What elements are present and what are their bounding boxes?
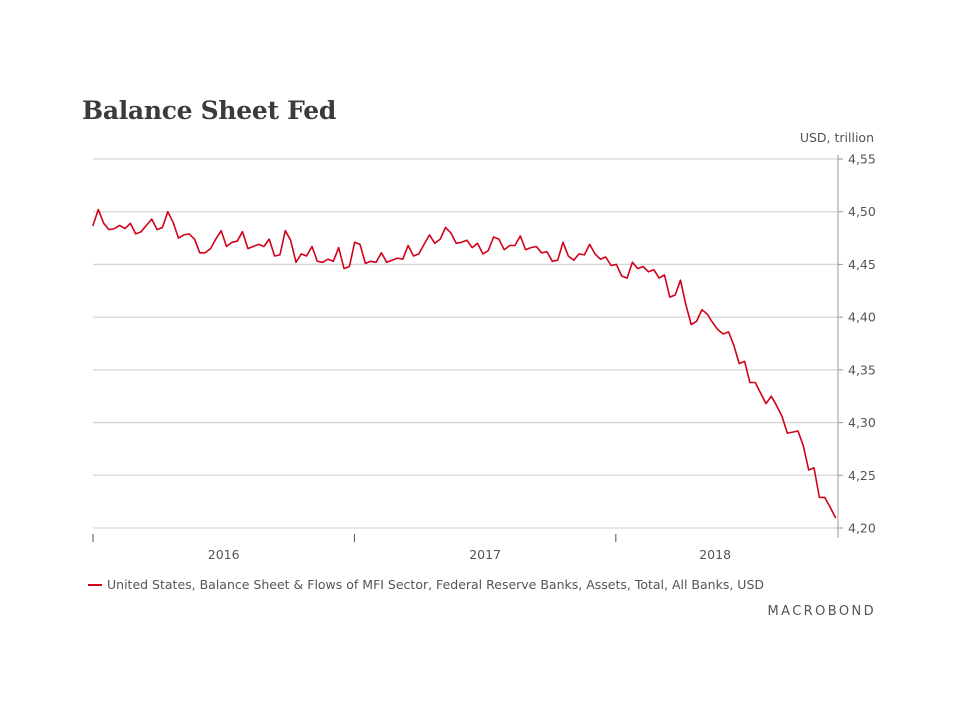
y-axis-unit-label: USD, trillion [799,130,874,145]
brand-logo: MACROBOND [767,604,876,619]
y-tick-label: 4,40 [848,310,876,325]
axes [92,155,843,542]
y-tick-label: 4,50 [848,204,876,219]
gridlines [93,158,838,529]
x-tick-label: 2016 [208,547,240,562]
tick-labels: 4,55 4,50 4,45 4,40 4,35 4,30 4,25 4,20 2016 2017… [208,152,876,563]
y-tick-label: 4,35 [848,362,876,377]
series-layer [92,208,837,519]
legend-swatch [88,583,102,586]
y-tick-label: 4,25 [848,468,876,483]
y-tick-label: 4,20 [848,521,876,536]
x-tick-label: 2018 [699,547,731,562]
y-tick-label: 4,55 [848,152,876,167]
series-line [92,208,837,519]
chart-title: Balance Sheet Fed [82,96,336,125]
legend-label: United States, Balance Sheet & Flows of … [107,577,765,592]
x-tick-label: 2017 [469,547,501,562]
legend: United States, Balance Sheet & Flows of … [88,577,764,592]
y-tick-label: 4,45 [848,257,876,272]
y-tick-label: 4,30 [848,415,876,430]
